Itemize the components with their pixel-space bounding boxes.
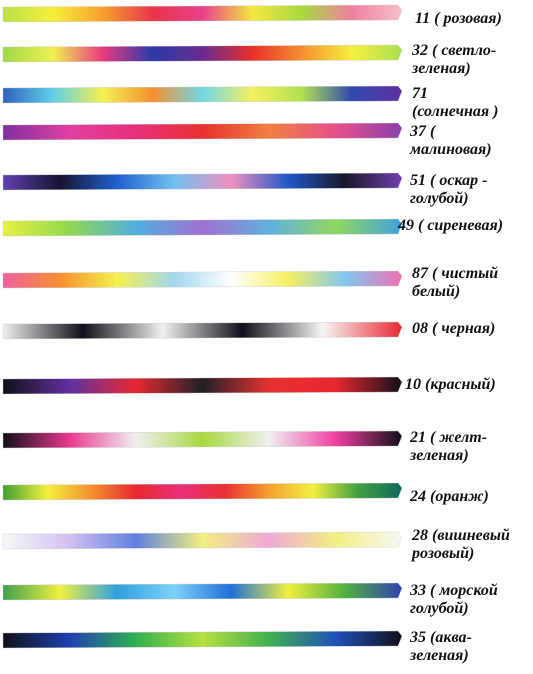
ribbon-label: голубой)	[410, 190, 469, 207]
ribbon	[2, 270, 403, 289]
ribbon-label: (солнечная )	[412, 103, 498, 120]
ribbon-label: голубой)	[410, 600, 469, 617]
ribbon	[2, 630, 403, 649]
ribbon	[2, 582, 403, 601]
ribbon-label: зеленая)	[409, 447, 469, 464]
ribbon-label: розовый)	[410, 545, 474, 562]
ribbon-label: 28 (вишневый	[411, 527, 510, 544]
ribbon	[2, 85, 403, 104]
ribbon	[2, 44, 403, 63]
ribbon-label: 21 ( желт-	[409, 429, 487, 446]
ribbon-label: 32 ( светло-	[411, 42, 496, 59]
ribbon	[2, 172, 403, 191]
ribbon	[2, 482, 403, 501]
ribbon-label: зеленая)	[411, 60, 471, 77]
ribbon	[2, 4, 403, 23]
ribbon	[2, 430, 403, 449]
ribbon-label: 10 (красный)	[405, 376, 496, 393]
ribbon-label: 71	[412, 85, 428, 102]
ribbon-label: 49 ( сиреневая)	[397, 217, 503, 234]
ribbon-label: 51 ( оскар -	[410, 172, 487, 189]
ribbon-label: зеленая)	[409, 647, 469, 664]
ribbon-label: 87 ( чистый	[412, 265, 498, 282]
ribbon	[2, 531, 403, 550]
ribbon-label: 37 (	[409, 123, 437, 140]
ribbon	[2, 218, 403, 237]
ribbon-label: 35 (аква-	[409, 629, 472, 646]
ribbon	[2, 376, 403, 395]
ribbon	[2, 122, 403, 141]
ribbon	[2, 321, 403, 340]
ribbon-label: белый)	[412, 283, 460, 300]
ribbon-label: 24 (оранж)	[409, 488, 489, 505]
ribbon-label: 08 ( черная)	[412, 320, 495, 337]
ribbon-label: малиновая)	[409, 141, 492, 158]
ribbon-label: 11 ( розовая)	[415, 10, 502, 27]
ribbon-label: 33 ( морской	[409, 582, 498, 599]
